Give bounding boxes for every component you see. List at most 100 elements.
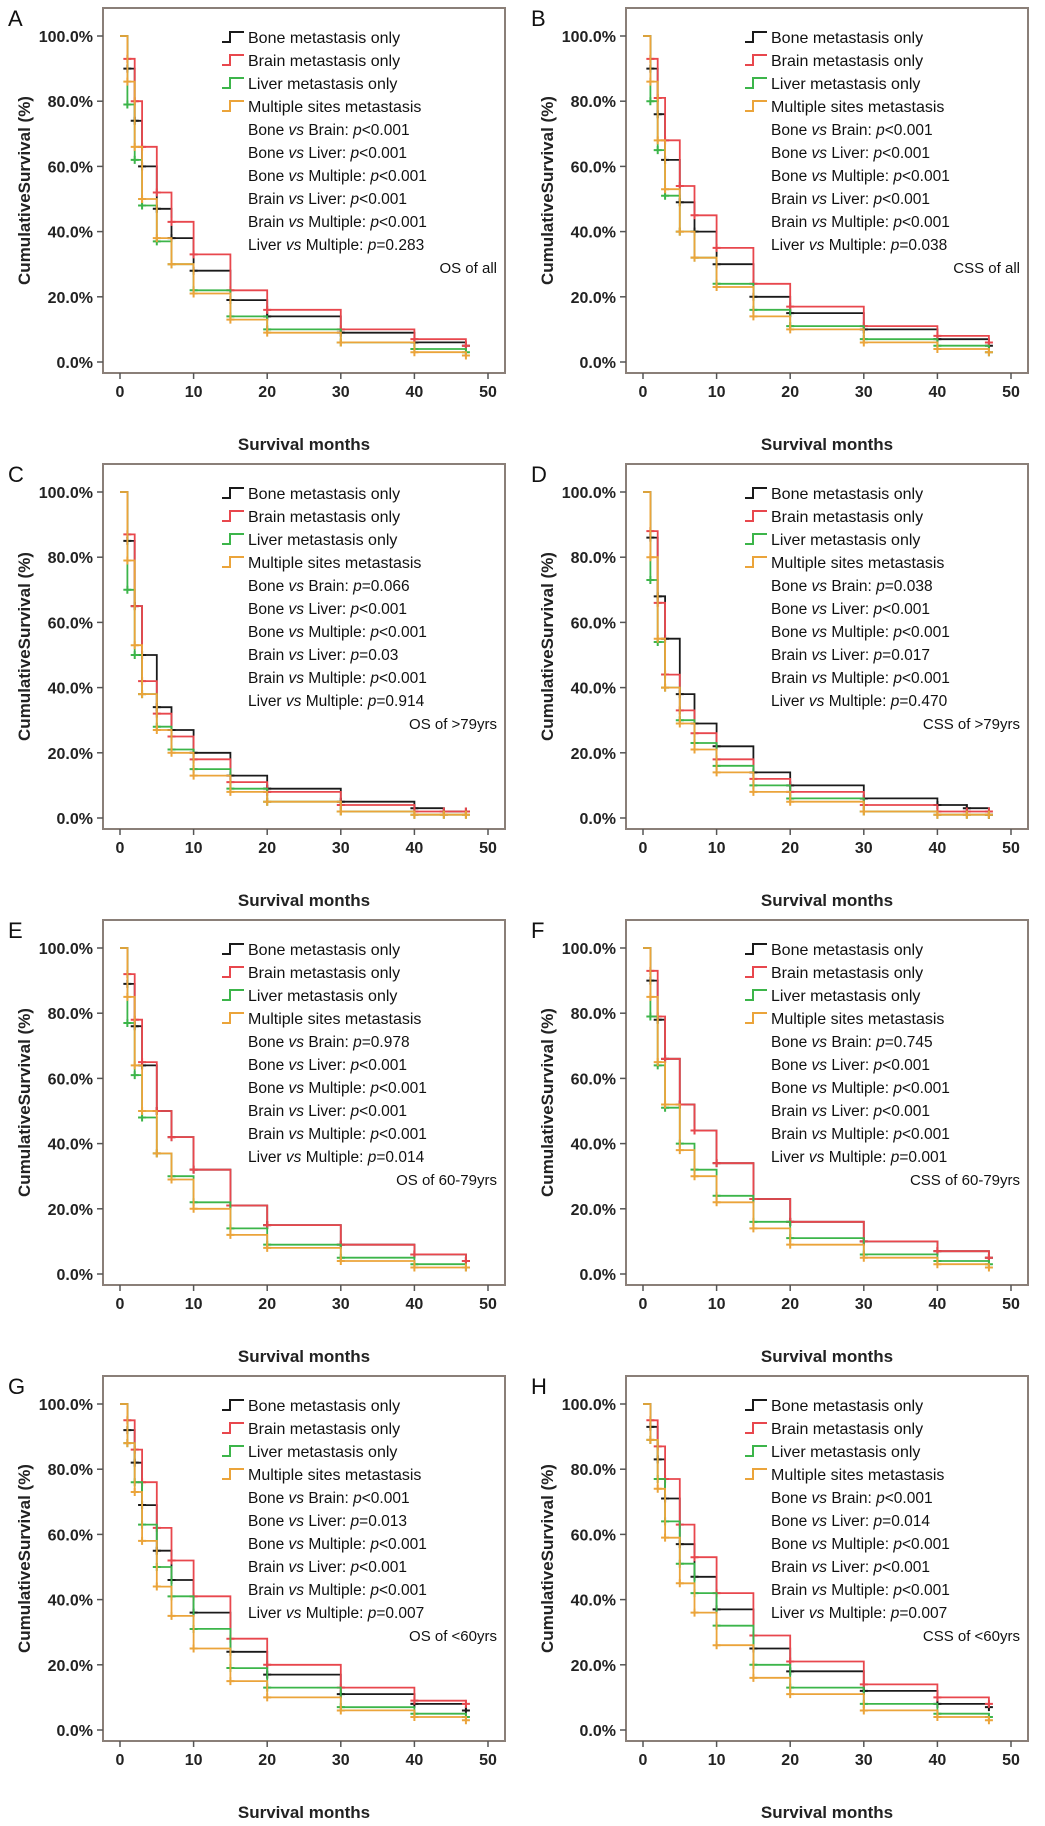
censor-mark: [130, 155, 139, 164]
x-tick-label: 0: [639, 840, 648, 857]
y-axis-label: CumulativeSurvival (%): [538, 1464, 557, 1653]
censor-mark: [152, 188, 161, 197]
legend-label: Multiple sites metastasis: [248, 1011, 421, 1028]
legend-swatch: [222, 1468, 244, 1480]
y-tick-label: 40.0%: [48, 681, 93, 698]
plot-frame: [102, 7, 506, 374]
x-tick-label: 30: [855, 1296, 873, 1313]
pvalue-annotation: Bone vs Multiple: p<0.001: [248, 1080, 427, 1097]
panel-letter: F: [531, 918, 544, 943]
legend-swatch: [222, 1399, 244, 1411]
censor-mark: [749, 312, 758, 321]
legend-swatch: [222, 100, 244, 112]
censor-mark: [653, 1058, 662, 1067]
x-tick-label: 20: [781, 384, 799, 401]
pvalue-annotation: Brain vs Multiple: p<0.001: [248, 1582, 427, 1599]
x-axis-label: Survival months: [761, 1347, 893, 1366]
pvalue-annotation: Bone vs Liver: p<0.001: [771, 1057, 930, 1074]
series-line: [120, 491, 466, 816]
y-axis-label: CumulativeSurvival (%): [15, 552, 34, 741]
censor-mark: [189, 289, 198, 298]
x-tick-label: 50: [479, 840, 497, 857]
pvalue-annotation: Brain vs Liver: p=0.017: [771, 647, 930, 664]
legend-label: Bone metastasis only: [248, 1398, 400, 1415]
censor-mark: [263, 328, 272, 337]
y-tick-label: 20.0%: [571, 290, 616, 307]
censor-mark: [410, 1696, 419, 1705]
x-tick-label: 20: [781, 1296, 799, 1313]
censor-mark: [336, 807, 345, 816]
y-axis-label: CumulativeSurvival (%): [538, 96, 557, 285]
censor-mark: [712, 1198, 721, 1207]
censor-mark: [336, 338, 345, 347]
legend-label: Multiple sites metastasis: [248, 555, 421, 572]
km-chart-svg: C 0.0% 20.0% 40.0% 60.0% 80.0% 100.0% 0 10 20 30 40…: [8, 462, 506, 910]
legend-swatch: [222, 1422, 244, 1434]
y-tick-label: 20.0%: [48, 290, 93, 307]
y-tick-label: 80.0%: [571, 1006, 616, 1023]
censor-mark: [690, 211, 699, 220]
censor-mark: [653, 146, 662, 155]
pvalue-annotation: Brain vs Liver: p<0.001: [248, 191, 407, 208]
censor-mark: [439, 810, 448, 819]
legend-swatch: [222, 989, 244, 1001]
chart-panel-b: B 0.0% 20.0% 40.0% 60.0% 80.0% 100.0% 0 10 20 30 40…: [523, 0, 1045, 456]
censor-mark: [933, 344, 942, 353]
censor-mark: [167, 260, 176, 269]
censor-mark: [123, 77, 132, 86]
legend-label: Brain metastasis only: [771, 1421, 923, 1438]
legend-label: Liver metastasis only: [771, 76, 920, 93]
censor-mark: [984, 1716, 993, 1725]
x-tick-label: 30: [332, 384, 350, 401]
pvalue-annotation: Bone vs Brain: p=0.978: [248, 1034, 410, 1051]
legend-swatch: [745, 556, 767, 568]
legend-swatch: [745, 943, 767, 955]
pvalue-annotation: Bone vs Brain: p<0.001: [771, 1490, 933, 1507]
censor-mark: [690, 1553, 699, 1562]
plot-frame: [102, 463, 506, 830]
censor-mark: [167, 1611, 176, 1620]
series-line: [120, 1403, 467, 1721]
pvalue-annotation: Liver vs Multiple: p=0.470: [771, 693, 948, 710]
panel-caption: CSS of all: [953, 260, 1020, 277]
censor-mark: [226, 1677, 235, 1686]
legend-swatch: [745, 54, 767, 66]
plot-frame: [102, 919, 506, 1286]
pvalue-annotation: Bone vs Multiple: p<0.001: [771, 168, 950, 185]
pvalue-annotation: Bone vs Brain: p<0.001: [771, 122, 933, 139]
y-tick-label: 0.0%: [580, 811, 616, 828]
chart-panel-g: G 0.0% 20.0% 40.0% 60.0% 80.0% 100.0% 0 10 20 30 40…: [0, 1368, 522, 1824]
censor-mark: [410, 1712, 419, 1721]
legend-label: Bone metastasis only: [248, 942, 400, 959]
censor-mark: [933, 810, 942, 819]
censor-mark: [226, 315, 235, 324]
censor-mark: [749, 1673, 758, 1682]
censor-mark: [653, 136, 662, 145]
y-tick-label: 100.0%: [39, 485, 93, 502]
y-tick-label: 0.0%: [57, 1723, 93, 1740]
y-tick-label: 60.0%: [48, 159, 93, 176]
y-tick-label: 20.0%: [48, 1202, 93, 1219]
y-tick-label: 100.0%: [562, 29, 616, 46]
x-tick-label: 20: [781, 840, 799, 857]
censor-mark: [962, 810, 971, 819]
pvalue-annotation: Bone vs Liver: p<0.001: [248, 145, 407, 162]
censor-mark: [461, 1716, 470, 1725]
censor-mark: [712, 1641, 721, 1650]
pvalue-annotation: Brain vs Multiple: p<0.001: [248, 1126, 427, 1143]
pvalue-annotation: Brain vs Liver: p<0.001: [248, 1559, 407, 1576]
censor-mark: [130, 641, 139, 650]
censor-mark: [712, 768, 721, 777]
km-chart-svg: E 0.0% 20.0% 40.0% 60.0% 80.0% 100.0% 0 10 20 30 40…: [8, 918, 506, 1366]
x-tick-label: 50: [1002, 384, 1020, 401]
y-tick-label: 0.0%: [57, 355, 93, 372]
censor-mark: [138, 1536, 147, 1545]
chart-panel-e: E 0.0% 20.0% 40.0% 60.0% 80.0% 100.0% 0 10 20 30 40…: [0, 912, 522, 1368]
panel-letter: B: [531, 6, 546, 31]
pvalue-annotation: Liver vs Multiple: p=0.038: [771, 237, 947, 254]
censor-mark: [653, 1484, 662, 1493]
legend-label: Liver metastasis only: [248, 532, 397, 549]
y-axis-label: CumulativeSurvival (%): [15, 1008, 34, 1197]
x-tick-label: 40: [406, 1752, 424, 1769]
censor-mark: [138, 195, 147, 203]
